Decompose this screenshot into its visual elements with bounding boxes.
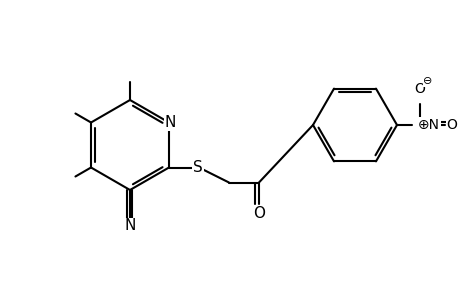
Text: N: N [124, 218, 135, 233]
Text: O: O [252, 206, 264, 221]
Text: ⊖: ⊖ [422, 76, 432, 86]
Text: S: S [193, 160, 202, 175]
Text: N: N [164, 115, 175, 130]
Text: O: O [414, 82, 425, 96]
Text: O: O [446, 118, 456, 132]
Text: ⊕N: ⊕N [417, 118, 439, 132]
